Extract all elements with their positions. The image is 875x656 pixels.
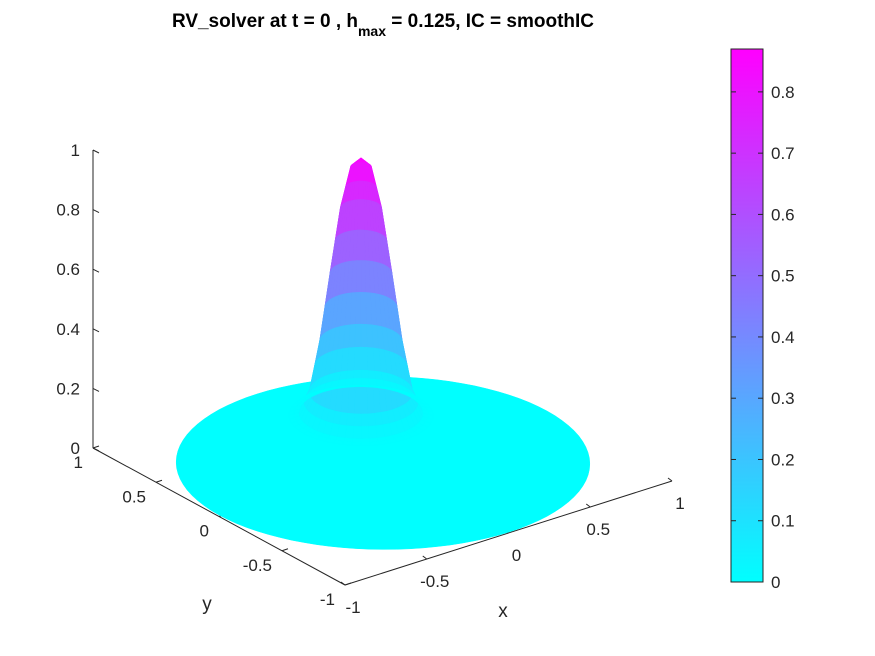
surface-patch xyxy=(360,180,365,200)
title-suffix: = 0.125, IC = smoothIC xyxy=(386,11,594,32)
x-tick-label: -1 xyxy=(345,598,360,617)
surface-patch xyxy=(351,437,362,443)
title-prefix: RV_solver at t = 0 , h xyxy=(172,11,358,32)
surface-plot xyxy=(175,157,591,550)
colorbar: 0 0.1 0.2 0.3 0.4 0.5 0.6 0.7 0.8 xyxy=(730,48,795,592)
y-tick-label: 1 xyxy=(74,453,83,472)
y-tick-mark xyxy=(281,548,289,552)
surface-patch xyxy=(355,260,362,293)
surface-patch xyxy=(360,384,372,387)
surface-patch xyxy=(356,229,362,261)
z-tick-marks: 0 0.2 0.4 0.6 0.8 1 xyxy=(56,141,100,458)
surface-patch xyxy=(360,199,365,231)
z-tick-label: 0.6 xyxy=(56,260,80,279)
y-tick-mark xyxy=(155,479,163,483)
y-tick-label: -1 xyxy=(320,590,335,609)
surface-patch xyxy=(351,441,362,447)
x-tick-mark xyxy=(422,555,428,560)
z-tick-label: 0.2 xyxy=(56,379,80,398)
y-tick-label: 0 xyxy=(200,522,209,541)
x-tick-label: 0 xyxy=(512,546,521,565)
surface-patch xyxy=(345,370,355,380)
colorbar-tick-label: 0.6 xyxy=(771,205,795,224)
colorbar-ticks: 0 0.1 0.2 0.3 0.4 0.5 0.6 0.7 0.8 xyxy=(731,83,795,592)
colorbar-tick-label: 0.7 xyxy=(771,144,795,163)
surface-patch xyxy=(353,385,362,414)
z-tick-mark xyxy=(92,328,100,333)
y-tick-mark xyxy=(344,582,352,586)
z-tick-mark xyxy=(92,209,100,214)
surface-patch xyxy=(360,437,371,443)
z-tick-mark xyxy=(92,149,100,154)
surface-patch xyxy=(354,323,362,348)
surface-patch xyxy=(353,346,362,371)
surface-patch xyxy=(358,162,362,182)
surface-patch xyxy=(360,291,367,325)
surface-patch xyxy=(360,346,369,371)
x-tick-mark xyxy=(667,477,673,482)
y-tick-mark xyxy=(92,445,100,449)
chart-title: RV_solver at t = 0 , hmax = 0.125, IC = … xyxy=(172,11,594,39)
surface-patch xyxy=(360,412,369,427)
surface-patch xyxy=(357,180,362,200)
colorbar-tick-label: 0.2 xyxy=(771,450,795,469)
surface-patch xyxy=(366,324,374,349)
z-tick-label: 1 xyxy=(71,141,80,160)
y-axis-label: y xyxy=(202,594,212,615)
x-tick-mark xyxy=(585,503,591,508)
x-tick-marks: -1 -0.5 0 0.5 1 xyxy=(340,477,685,617)
z-tick-mark xyxy=(92,447,100,452)
surface-patch xyxy=(366,347,375,372)
surface-patch xyxy=(360,260,367,293)
surface-patch xyxy=(360,425,370,439)
surface-patch xyxy=(353,412,362,427)
colorbar-tick-label: 0.5 xyxy=(771,267,795,286)
surface-patch xyxy=(348,323,356,349)
colorbar-gradient xyxy=(730,48,764,583)
x-tick-mark xyxy=(340,581,346,586)
surface-patch xyxy=(360,323,368,348)
colorbar-tick-label: 0.1 xyxy=(771,512,795,531)
surface-patch xyxy=(360,385,369,414)
surface-patch xyxy=(355,291,362,325)
z-tick-label: 0.4 xyxy=(56,320,80,339)
x-tick-label: 1 xyxy=(675,494,684,513)
surface-patch xyxy=(352,425,362,439)
x-axis-label: x xyxy=(498,601,508,622)
colorbar-tick-label: 0.3 xyxy=(771,389,795,408)
z-tick-label: 0.8 xyxy=(56,201,80,220)
x-tick-label: -0.5 xyxy=(420,572,449,591)
y-tick-label: 0.5 xyxy=(122,487,146,506)
y-tick-marks: -1 -0.5 0 0.5 1 xyxy=(74,445,352,609)
surface-patch xyxy=(357,199,362,231)
colorbar-tick-label: 0.8 xyxy=(771,83,795,102)
y-tick-label: -0.5 xyxy=(243,556,272,575)
z-tick-label: 0 xyxy=(71,439,80,458)
title-subscript: max xyxy=(358,23,386,39)
colorbar-tick-label: 0.4 xyxy=(771,328,795,347)
surface-patch xyxy=(360,369,369,380)
x-tick-label: 0.5 xyxy=(586,520,610,539)
surface-patch xyxy=(360,441,371,447)
surface-patch xyxy=(347,347,356,372)
surface-patch xyxy=(353,369,362,379)
z-tick-mark xyxy=(92,387,100,392)
surface-patch xyxy=(350,384,362,387)
colorbar-tick-label: 0 xyxy=(771,573,780,592)
surface-patch xyxy=(360,229,366,261)
surface-patch xyxy=(367,370,377,380)
z-tick-mark xyxy=(92,268,100,273)
